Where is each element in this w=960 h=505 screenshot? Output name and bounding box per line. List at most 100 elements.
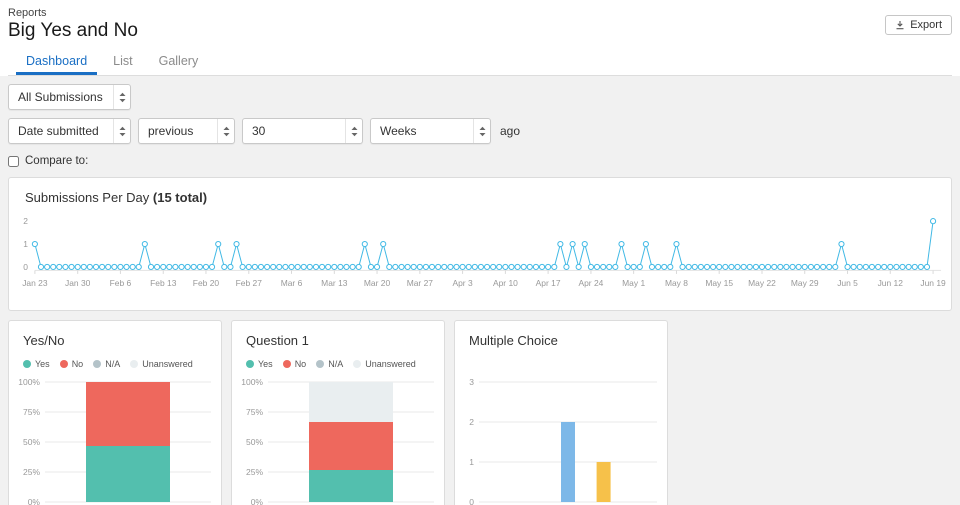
data-point	[459, 263, 466, 271]
data-point	[367, 263, 375, 271]
data-point	[74, 263, 81, 271]
legend-label: No	[71, 359, 84, 369]
data-point	[117, 263, 124, 271]
axis-label: Apr 3	[452, 278, 473, 288]
data-point	[783, 263, 790, 271]
data-point	[325, 263, 332, 271]
bar-chart-svg: 01231234note	[469, 377, 657, 505]
axis-label: 100%	[241, 377, 263, 387]
data-point	[50, 263, 57, 271]
legend-label: N/A	[328, 359, 344, 369]
data-point	[129, 263, 136, 271]
axis-label: Feb 13	[150, 278, 177, 288]
stacked-bar-svg: 0%25%50%75%100%Submissions	[241, 377, 434, 505]
question-1-card: Question 1 Yes No N/A Unanswered 0% 25% 50% 75…	[231, 320, 445, 505]
breadcrumb[interactable]: Reports	[8, 7, 47, 19]
field-select[interactable]: Date submitted	[8, 118, 131, 144]
data-point	[673, 240, 680, 248]
data-point	[734, 263, 741, 271]
tab-gallery[interactable]: Gallery	[158, 54, 199, 68]
data-point	[86, 263, 93, 271]
bar-segment	[86, 382, 170, 446]
data-point	[795, 263, 802, 271]
data-point	[636, 263, 643, 271]
data-point	[92, 263, 100, 271]
amount-select[interactable]: 30	[242, 118, 363, 144]
data-point	[563, 263, 570, 271]
data-point	[813, 263, 821, 271]
data-point	[593, 263, 601, 271]
axis-label: 3	[469, 377, 474, 387]
data-point	[68, 263, 75, 271]
data-point	[514, 263, 521, 271]
data-point	[264, 263, 271, 271]
dashboard-content: All Submissions Date submitted previous	[0, 76, 960, 505]
submissions-select[interactable]: All Submissions	[8, 84, 131, 110]
axis-label: 0	[469, 497, 474, 505]
legend-label: No	[294, 359, 307, 369]
data-point	[807, 263, 814, 271]
data-point	[832, 263, 839, 271]
data-point	[856, 263, 863, 271]
axis-label: 25%	[23, 467, 40, 477]
data-point	[752, 263, 760, 271]
data-point	[441, 263, 448, 271]
data-point	[838, 240, 845, 248]
data-point	[887, 263, 894, 271]
data-point	[661, 263, 668, 271]
axis-label: Mar 27	[407, 278, 434, 288]
data-point	[190, 263, 197, 271]
data-point	[404, 263, 411, 271]
export-label: Export	[910, 19, 942, 31]
data-point	[905, 263, 912, 271]
legend-label: Unanswered	[365, 359, 416, 369]
data-point	[923, 263, 931, 271]
data-point	[111, 263, 118, 271]
unit-select-value: Weeks	[380, 124, 417, 138]
data-point	[538, 263, 546, 271]
page-title: Big Yes and No	[8, 20, 138, 41]
legend-item: N/A	[93, 359, 120, 369]
question-1-chart: 0%25%50%75%100%Submissions	[232, 372, 444, 505]
legend-dot	[246, 360, 254, 368]
axis-label: May 1	[622, 278, 645, 288]
unit-select[interactable]: Weeks	[370, 118, 491, 144]
yes-no-card: Yes/No Yes No N/A Unanswered 0% 25% 50% 75% 100…	[8, 320, 222, 505]
select-arrows-icon	[345, 119, 362, 143]
stacked-bar-svg: 0%25%50%75%100%Submissions	[18, 377, 211, 505]
axis-label: Apr 17	[536, 278, 561, 288]
axis-label: 75%	[23, 407, 40, 417]
data-point	[648, 263, 656, 271]
tab-bar: Dashboard List Gallery	[8, 48, 952, 76]
data-point	[758, 263, 766, 271]
direction-select[interactable]: previous	[138, 118, 235, 144]
bar-segment	[309, 422, 393, 470]
data-point	[532, 263, 540, 271]
legend-item: Yes	[246, 359, 273, 369]
data-point	[245, 263, 252, 271]
yes-no-title: Yes/No	[23, 333, 65, 348]
data-point	[202, 263, 210, 271]
data-point	[820, 263, 827, 271]
data-point	[318, 263, 326, 271]
data-point	[80, 263, 87, 271]
bar	[561, 422, 575, 502]
data-point	[893, 263, 900, 271]
tab-dashboard[interactable]: Dashboard	[16, 48, 98, 75]
legend-item: No	[59, 359, 84, 369]
legend-label: Yes	[35, 359, 50, 369]
data-point	[166, 263, 173, 271]
data-point	[135, 263, 142, 271]
submissions-select-value: All Submissions	[18, 90, 103, 104]
legend-label: N/A	[105, 359, 121, 369]
data-point	[471, 263, 478, 271]
export-button[interactable]: Export	[885, 15, 952, 35]
compare-checkbox[interactable]	[8, 155, 19, 167]
chart-title-text: Submissions Per Day	[25, 190, 150, 205]
data-point	[294, 263, 301, 271]
data-point	[99, 263, 106, 271]
data-point	[496, 263, 503, 271]
data-point	[655, 263, 662, 271]
tab-list[interactable]: List	[113, 54, 133, 68]
